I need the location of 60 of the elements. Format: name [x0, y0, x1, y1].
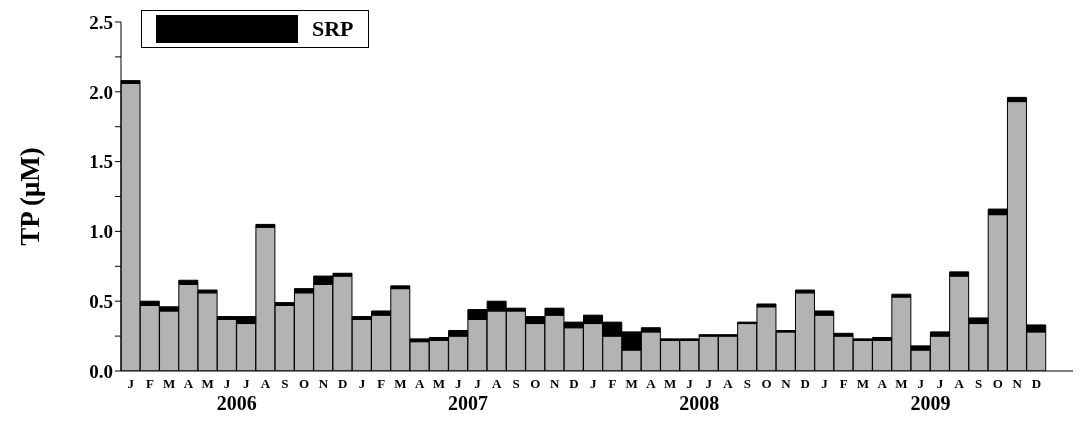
- x-tick-label: J: [917, 376, 925, 392]
- y-tick-label: 1.5: [89, 151, 113, 173]
- x-tick-label: O: [761, 376, 772, 392]
- x-tick-label: N: [781, 376, 792, 392]
- x-tick-label: M: [163, 376, 176, 392]
- x-tick-label: J: [223, 376, 231, 392]
- x-tick-label: O: [992, 376, 1003, 392]
- x-tick-label: D: [800, 376, 810, 392]
- x-tick-label: M: [856, 376, 870, 392]
- y-tick-label: 2.0: [89, 81, 113, 103]
- x-tick-label: M: [432, 376, 446, 392]
- x-tick-label: F: [377, 376, 386, 392]
- x-tick-label: A: [877, 376, 888, 392]
- x-tick-label: M: [394, 376, 407, 392]
- x-tick-label: N: [1012, 376, 1023, 392]
- x-tick-label: A: [260, 376, 271, 392]
- x-tick-label: A: [646, 376, 657, 392]
- x-tick-label: M: [895, 376, 908, 392]
- x-tick-label: M: [664, 376, 677, 392]
- x-tick-label: J: [686, 376, 694, 392]
- y-tick-label: 2.5: [89, 11, 113, 33]
- y-tick-label: 1.0: [89, 221, 113, 243]
- x-tick-label: S: [974, 376, 983, 392]
- x-tick-label: J: [243, 376, 251, 392]
- x-tick-label: J: [127, 376, 135, 392]
- x-tick-label: J: [821, 376, 829, 392]
- x-tick-label: A: [415, 376, 425, 392]
- text: SRP: [312, 16, 354, 42]
- x-tick-label: M: [201, 376, 214, 392]
- y-tick-label: 0.5: [89, 290, 113, 312]
- x-tick-label: A: [954, 376, 965, 392]
- x-tick-label: S: [281, 376, 289, 392]
- x-tick-label: N: [549, 376, 560, 392]
- x-tick-label: J: [705, 376, 713, 392]
- x-tick-label: J: [589, 376, 597, 392]
- x-tick-label: A: [492, 376, 503, 392]
- x-tick-label: O: [299, 376, 310, 392]
- x-tick-label: S: [512, 376, 520, 392]
- x-tick-label: F: [145, 376, 154, 392]
- x-tick-label: M: [625, 376, 638, 392]
- text: 2007: [446, 392, 489, 415]
- y-axis-title: TP (μM): [14, 147, 45, 246]
- x-tick-label: A: [183, 376, 194, 392]
- text: 2008: [678, 392, 721, 415]
- y-tick-label: 0.0: [89, 360, 113, 382]
- x-tick-label: J: [474, 376, 482, 392]
- x-tick-label: S: [743, 376, 751, 392]
- x-tick-label: A: [723, 376, 734, 392]
- x-tick-label: D: [337, 376, 348, 392]
- x-tick-label: J: [936, 376, 944, 392]
- text: 2006: [215, 392, 258, 415]
- x-tick-label: F: [839, 376, 848, 392]
- x-tick-label: D: [1031, 376, 1042, 392]
- x-tick-label: O: [530, 376, 541, 392]
- x-tick-label: F: [608, 376, 617, 392]
- x-tick-label: J: [454, 376, 462, 392]
- x-tick-label: N: [318, 376, 329, 392]
- text: 2009: [909, 392, 952, 415]
- x-tick-label: J: [358, 376, 366, 392]
- x-tick-label: D: [569, 376, 579, 392]
